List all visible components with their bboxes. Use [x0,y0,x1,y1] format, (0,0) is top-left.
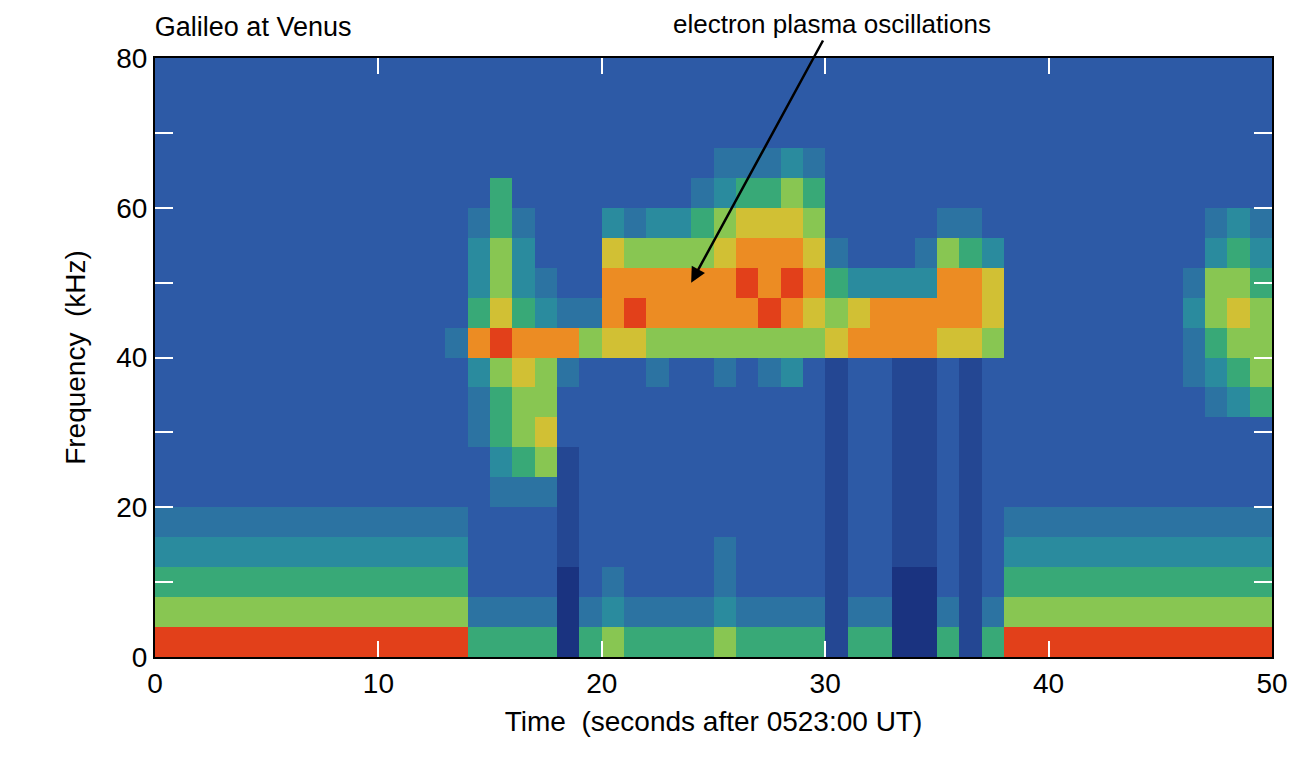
svg-text:40: 40 [116,342,147,373]
svg-text:50: 50 [1256,668,1287,699]
svg-text:20: 20 [586,668,617,699]
svg-text:80: 80 [116,43,147,74]
svg-text:Galileo at Venus: Galileo at Venus [155,12,352,42]
svg-text:10: 10 [363,668,394,699]
svg-text:electron plasma oscillations: electron plasma oscillations [673,9,991,39]
svg-text:Frequency (kHz): Frequency (kHz) [60,250,91,465]
svg-text:0: 0 [132,642,148,673]
svg-text:30: 30 [810,668,841,699]
svg-text:60: 60 [116,193,147,224]
svg-text:Time (seconds after 0523:00 U: Time (seconds after 0523:00 UT) [505,706,923,737]
svg-text:20: 20 [116,492,147,523]
svg-text:40: 40 [1033,668,1064,699]
svg-text:0: 0 [147,668,163,699]
